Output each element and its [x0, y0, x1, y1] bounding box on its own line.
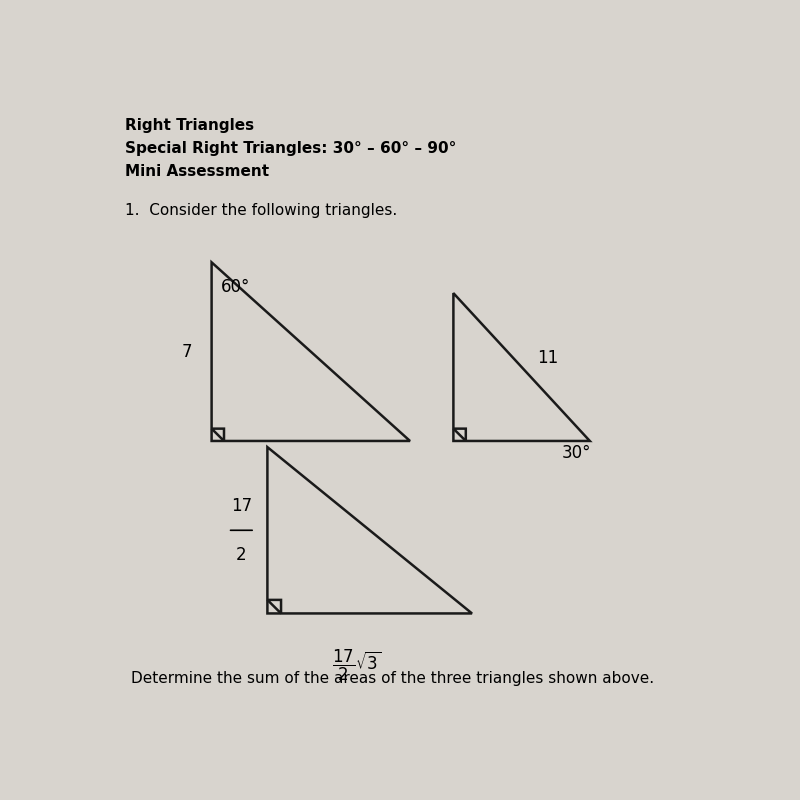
Text: Determine the sum of the areas of the three triangles shown above.: Determine the sum of the areas of the th… [131, 670, 654, 686]
Text: $\dfrac{17}{2}\sqrt{3}$: $\dfrac{17}{2}\sqrt{3}$ [333, 647, 382, 682]
Text: Special Right Triangles: 30° – 60° – 90°: Special Right Triangles: 30° – 60° – 90° [125, 141, 456, 156]
Text: 1.  Consider the following triangles.: 1. Consider the following triangles. [125, 203, 397, 218]
Text: 2: 2 [236, 546, 246, 564]
Text: 7: 7 [182, 342, 192, 361]
Text: 60°: 60° [221, 278, 250, 296]
Text: 17: 17 [230, 497, 252, 515]
Text: Right Triangles: Right Triangles [125, 118, 254, 133]
Text: 30°: 30° [562, 444, 591, 462]
Text: 11: 11 [537, 349, 558, 366]
Text: Mini Assessment: Mini Assessment [125, 164, 269, 179]
